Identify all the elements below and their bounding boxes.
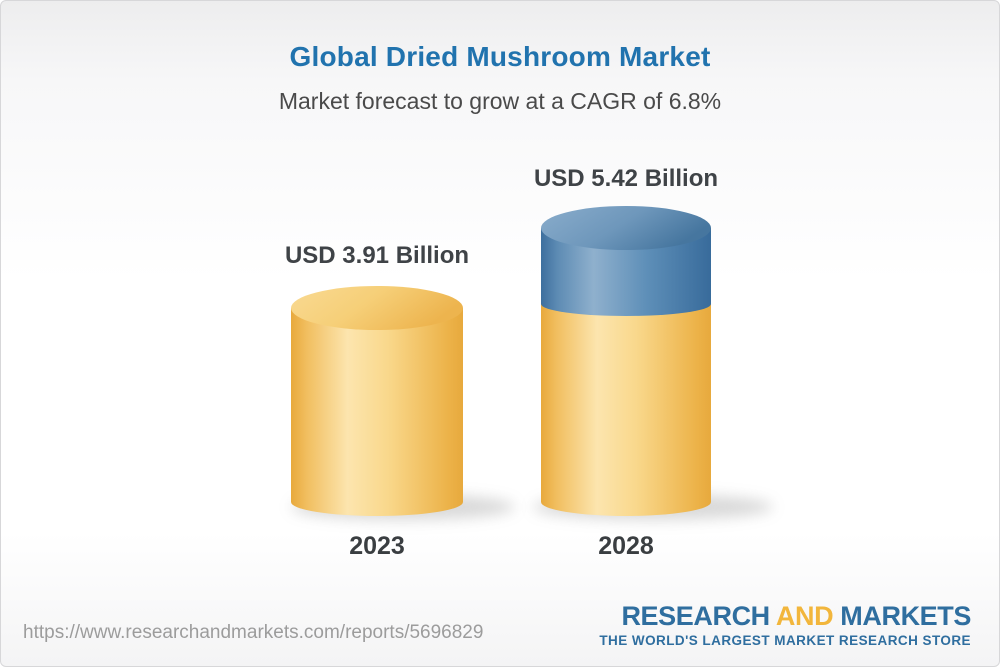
page-title: Global Dried Mushroom Market xyxy=(289,41,711,72)
category-label-2023: 2023 xyxy=(349,532,405,560)
brand-logo: RESEARCH AND MARKETS THE WORLD'S LARGEST… xyxy=(599,602,971,649)
cylinder-2028-growth-body xyxy=(541,228,711,316)
category-label-2028: 2028 xyxy=(598,532,654,560)
logo-wordmark: RESEARCH AND MARKETS xyxy=(599,602,971,630)
page-subtitle: Market forecast to grow at a CAGR of 6.8… xyxy=(278,88,722,114)
cylinder-2028-top xyxy=(541,206,711,250)
cylinder-2028-base-body xyxy=(541,302,711,516)
logo-markets-text: MARKETS xyxy=(840,601,971,631)
value-label-2028: USD 5.42 Billion xyxy=(533,165,719,192)
logo-tagline: THE WORLD'S LARGEST MARKET RESEARCH STOR… xyxy=(599,633,971,649)
logo-research-text: RESEARCH xyxy=(621,601,770,631)
cylinder-2023-body xyxy=(291,308,463,516)
cylinder-2023-top xyxy=(291,286,463,330)
logo-and-text: AND xyxy=(775,601,834,631)
value-label-2023: USD 3.91 Billion xyxy=(284,242,470,269)
report-url-link[interactable]: https://www.researchandmarkets.com/repor… xyxy=(23,622,484,643)
